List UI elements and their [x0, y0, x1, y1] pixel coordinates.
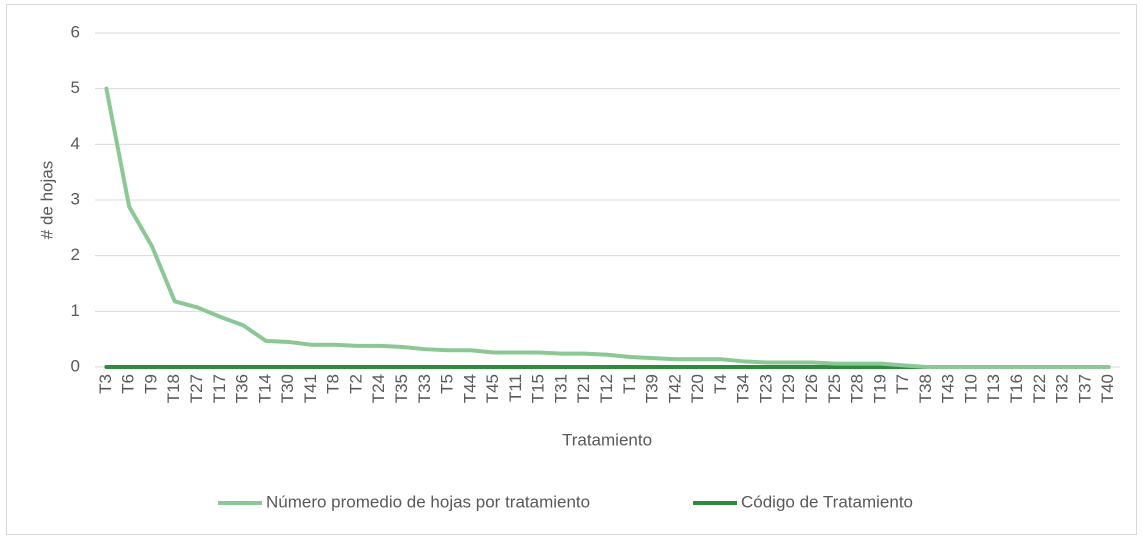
x-tick-label: T27 [187, 374, 206, 403]
x-tick-label: T8 [324, 374, 343, 394]
x-tick-label: T37 [1075, 374, 1094, 403]
x-tick-label: T6 [119, 374, 138, 394]
x-tick-label: T5 [438, 374, 457, 394]
x-tick-label: T2 [346, 374, 365, 394]
x-tick-label: T9 [141, 374, 160, 394]
x-tick-label: T38 [916, 374, 935, 403]
x-tick-label: T12 [597, 374, 616, 403]
x-tick-label: T16 [1007, 374, 1026, 403]
chart-border [6, 4, 1137, 535]
x-tick-label: T25 [825, 374, 844, 403]
y-tick-label: 6 [71, 22, 80, 41]
x-tick-label: T21 [574, 374, 593, 403]
x-tick-label: T18 [164, 374, 183, 403]
x-tick-label: T20 [688, 374, 707, 403]
x-tick-label: T23 [756, 374, 775, 403]
x-tick-label: T33 [415, 374, 434, 403]
x-tick-label: T13 [984, 374, 1003, 403]
x-tick-label: T24 [369, 374, 388, 403]
x-tick-label: T42 [665, 374, 684, 403]
x-tick-label: T26 [802, 374, 821, 403]
x-tick-label: T30 [278, 374, 297, 403]
y-axis-title: # de hojas [37, 161, 56, 239]
x-tick-label: T14 [255, 374, 274, 403]
x-tick-label: T36 [233, 374, 252, 403]
x-axis-title: Tratamiento [562, 430, 652, 449]
y-tick-label: 3 [71, 189, 80, 208]
y-tick-label: 1 [71, 301, 80, 320]
legend-label: Número promedio de hojas por tratamiento [266, 492, 590, 511]
x-tick-label: T44 [460, 374, 479, 403]
legend-label: Código de Tratamiento [741, 492, 913, 511]
x-tick-label: T31 [551, 374, 570, 403]
x-tick-label: T1 [620, 374, 639, 394]
x-tick-label: T29 [779, 374, 798, 403]
x-tick-label: T39 [643, 374, 662, 403]
x-tick-label: T34 [734, 374, 753, 403]
x-tick-label: T17 [210, 374, 229, 403]
x-tick-label: T10 [961, 374, 980, 403]
data-line [104, 86, 1111, 369]
y-tick-label: 5 [71, 78, 80, 97]
x-tick-label: T15 [529, 374, 548, 403]
y-tick-label: 0 [71, 356, 80, 375]
x-tick-label: T28 [848, 374, 867, 403]
x-tick-label: T3 [96, 374, 115, 394]
y-tick-label: 4 [71, 134, 80, 153]
x-tick-label: T22 [1030, 374, 1049, 403]
x-tick-label: T19 [870, 374, 889, 403]
y-tick-label: 2 [71, 245, 80, 264]
x-tick-label: T43 [939, 374, 958, 403]
x-tick-label: T41 [301, 374, 320, 403]
x-tick-label: T32 [1053, 374, 1072, 403]
x-tick-label: T40 [1098, 374, 1117, 403]
x-tick-label: T35 [392, 374, 411, 403]
x-tick-label: T11 [506, 374, 525, 402]
x-tick-label: T45 [483, 374, 502, 403]
x-tick-label: T7 [893, 374, 912, 394]
x-tick-label: T4 [711, 374, 730, 394]
